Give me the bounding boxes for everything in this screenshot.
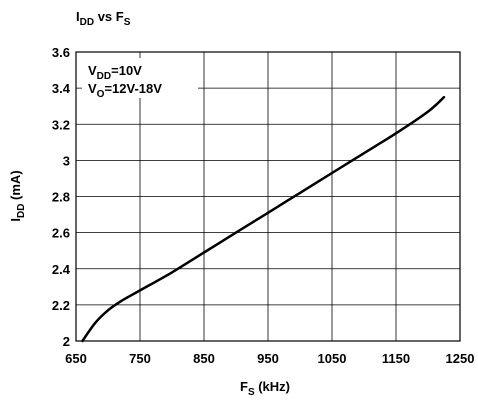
x-tick-label: 1050 — [318, 351, 347, 366]
x-tick-label: 1250 — [446, 351, 475, 366]
series-line — [81, 95, 446, 343]
y-tick-label: 3.4 — [52, 81, 71, 96]
x-axis-label: FS (kHz) — [240, 379, 290, 398]
annotation-vo: VO=12V-18V — [88, 81, 162, 100]
x-tick-label: 650 — [65, 351, 87, 366]
tick-labels: 650 750 850 950 1050 1150 1250 2 2.2 2.4 2.6 2.8 3 3.… — [52, 45, 475, 366]
x-tick-label: 850 — [193, 351, 215, 366]
y-axis-label: IDD (mA) — [8, 170, 27, 221]
annotation-box — [82, 58, 198, 98]
y-tick-label: 2.4 — [52, 262, 71, 277]
y-tick-label: 2.6 — [52, 226, 70, 241]
y-tick-label: 2.2 — [52, 298, 70, 313]
x-tick-label: 750 — [129, 351, 151, 366]
y-tick-label: 2.8 — [52, 190, 70, 205]
y-tick-label: 3.2 — [52, 117, 70, 132]
plot-frame — [75, 51, 461, 342]
x-tick-label: 1150 — [382, 351, 410, 366]
y-tick-label: 3 — [63, 153, 70, 168]
grid — [75, 51, 461, 342]
annotation-vdd: VDD=10V — [88, 63, 142, 82]
x-tick-label: 950 — [257, 351, 279, 366]
chart-title: IDD vs FS — [76, 9, 131, 28]
y-tick-label: 3.6 — [52, 45, 70, 60]
y-tick-label: 2 — [63, 334, 70, 349]
